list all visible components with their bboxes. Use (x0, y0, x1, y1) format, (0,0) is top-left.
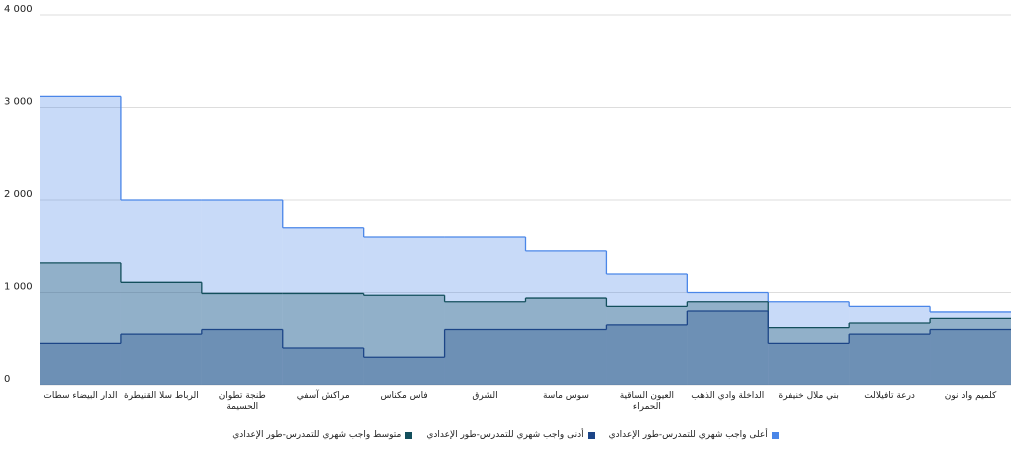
x-tick-label: طنجة تطوان الحسيمة (218, 391, 266, 412)
x-tick-label: الشرق (472, 391, 498, 401)
x-tick-label: بني ملال خنيفرة (778, 391, 839, 401)
x-tick-label: سوس ماسة (542, 391, 589, 401)
step-area (444, 329, 526, 385)
step-area (201, 329, 283, 385)
x-tick-label: الداخلة وادي الذهب (691, 391, 765, 401)
legend-item: متوسط واجب شهري للتمدرس-طور الإعدادي (232, 430, 413, 440)
step-area (120, 200, 202, 385)
legend-item: أعلى واجب شهري للتمدرس-طور الإعدادي (609, 430, 779, 440)
step-area (444, 301, 526, 385)
step-area (201, 200, 283, 385)
step-area (849, 323, 931, 385)
step-area (120, 334, 202, 385)
x-tick-label: كلميم واد نون (944, 391, 997, 401)
x-tick-label: مراكش آسفي (296, 391, 350, 401)
step-area (525, 298, 607, 385)
x-tick-label: فاس مكناس (380, 391, 428, 401)
step-area (363, 237, 445, 385)
series (40, 310, 1011, 385)
step-area (849, 306, 931, 385)
step-area (525, 250, 607, 385)
series (40, 95, 1011, 386)
y-tick-label: 4 000 (4, 4, 33, 15)
x-tick-label: العيون الساقية الحمراء (619, 391, 674, 412)
legend-item: أدنى واجب شهري للتمدرس-طور الإعدادي (426, 430, 595, 440)
step-area (282, 348, 364, 385)
step-area (768, 343, 850, 385)
y-tick-label: 0 (4, 374, 10, 385)
x-tick-label: الدار البيضاء سطات (43, 391, 118, 401)
step-area (444, 237, 526, 385)
step-area (525, 329, 607, 385)
legend-label: أدنى واجب شهري للتمدرس-طور الإعدادي (426, 430, 584, 440)
step-area (930, 329, 1011, 385)
y-tick-label: 3 000 (4, 97, 33, 108)
step-area (363, 295, 445, 385)
step-area (40, 262, 121, 385)
step-area (282, 227, 364, 385)
step-area (40, 343, 121, 385)
y-tick-label: 2 000 (4, 189, 33, 200)
step-area (687, 301, 769, 385)
step-area (687, 292, 769, 385)
step-area (930, 311, 1011, 385)
step-area (363, 357, 445, 385)
y-tick-label: 1 000 (4, 282, 33, 293)
step-area (687, 311, 769, 385)
step-area (606, 306, 688, 385)
step-area (606, 274, 688, 385)
legend-swatch (587, 431, 595, 439)
step-area (40, 96, 121, 386)
step-area (768, 327, 850, 385)
legend: أعلى واجب شهري للتمدرس-طور الإعدادي أدنى … (0, 430, 1011, 440)
step-area (282, 293, 364, 385)
legend-swatch (405, 431, 413, 439)
step-area (606, 324, 688, 385)
legend-swatch (771, 431, 779, 439)
step-area (849, 334, 931, 385)
x-tick-label: درعة تافيلالت (864, 391, 915, 401)
legend-label: أعلى واجب شهري للتمدرس-طور الإعدادي (608, 430, 768, 440)
legend-label: متوسط واجب شهري للتمدرس-طور الإعدادي (232, 430, 402, 440)
step-area (201, 293, 283, 385)
series (40, 262, 1011, 385)
x-tick-label: الرباط سلا القنيطرة (124, 391, 199, 401)
